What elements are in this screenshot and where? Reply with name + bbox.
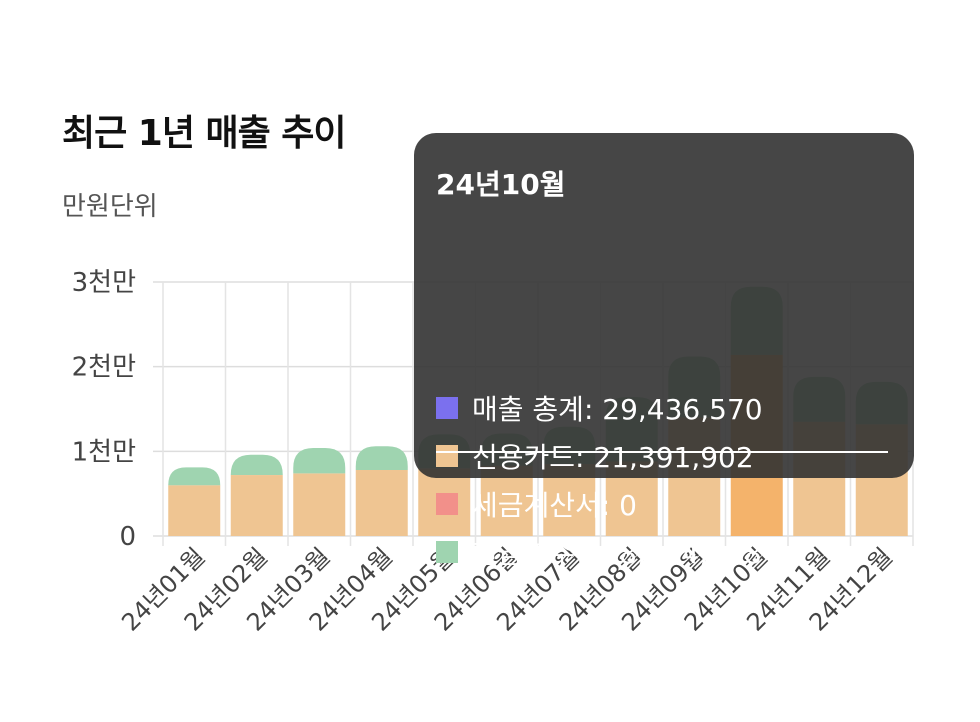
chart-tooltip: 24년10월 매출 총계: 29,436,570 신용카드: 21,391,90… bbox=[414, 133, 914, 570]
y-tick-label-0: 0 bbox=[119, 522, 136, 552]
unit-label: 만원단위 bbox=[62, 192, 158, 222]
y-tick-label-3: 3천만 bbox=[72, 268, 136, 298]
tooltip-label-total: 매출 총계: 29,436,570 bbox=[472, 393, 763, 426]
bar-1-series-2 bbox=[168, 467, 221, 486]
bar-4-series-2 bbox=[355, 446, 408, 470]
tooltip-row-cash-receipt: 현금영수증: 8,044,668 bbox=[436, 530, 762, 574]
y-tick-label-1: 1천만 bbox=[72, 437, 136, 467]
tooltip-title: 24년10월 bbox=[436, 168, 566, 201]
tooltip-label-cash-receipt: 현금영수증: 8,044,668 bbox=[472, 537, 762, 570]
y-tick-label-2: 2천만 bbox=[72, 353, 136, 383]
tooltip-underline bbox=[436, 451, 888, 453]
tooltip-swatch-tax-invoice bbox=[436, 493, 458, 515]
tooltip-swatch-total bbox=[436, 397, 458, 419]
bar-3-series-2 bbox=[293, 447, 346, 474]
page-title: 최근 1년 매출 추이 bbox=[62, 113, 346, 154]
bar-2-series-2 bbox=[230, 454, 283, 476]
tooltip-label-tax-invoice: 세금계산서: 0 bbox=[472, 489, 637, 522]
tooltip-row-credit-card: 신용카드: 21,391,902 bbox=[436, 434, 754, 478]
tooltip-row-total: 매출 총계: 29,436,570 bbox=[436, 386, 763, 430]
tooltip-row-tax-invoice: 세금계산서: 0 bbox=[436, 482, 637, 526]
bar-2-series-0 bbox=[230, 475, 283, 536]
bar-3-series-0 bbox=[293, 473, 346, 536]
bar-4-series-0 bbox=[355, 469, 408, 536]
tooltip-label-credit-card: 신용카드: 21,391,902 bbox=[472, 441, 754, 474]
bar-1-series-0 bbox=[168, 485, 221, 536]
tooltip-swatch-cash-receipt bbox=[436, 541, 458, 563]
tooltip-swatch-credit-card bbox=[436, 445, 458, 467]
